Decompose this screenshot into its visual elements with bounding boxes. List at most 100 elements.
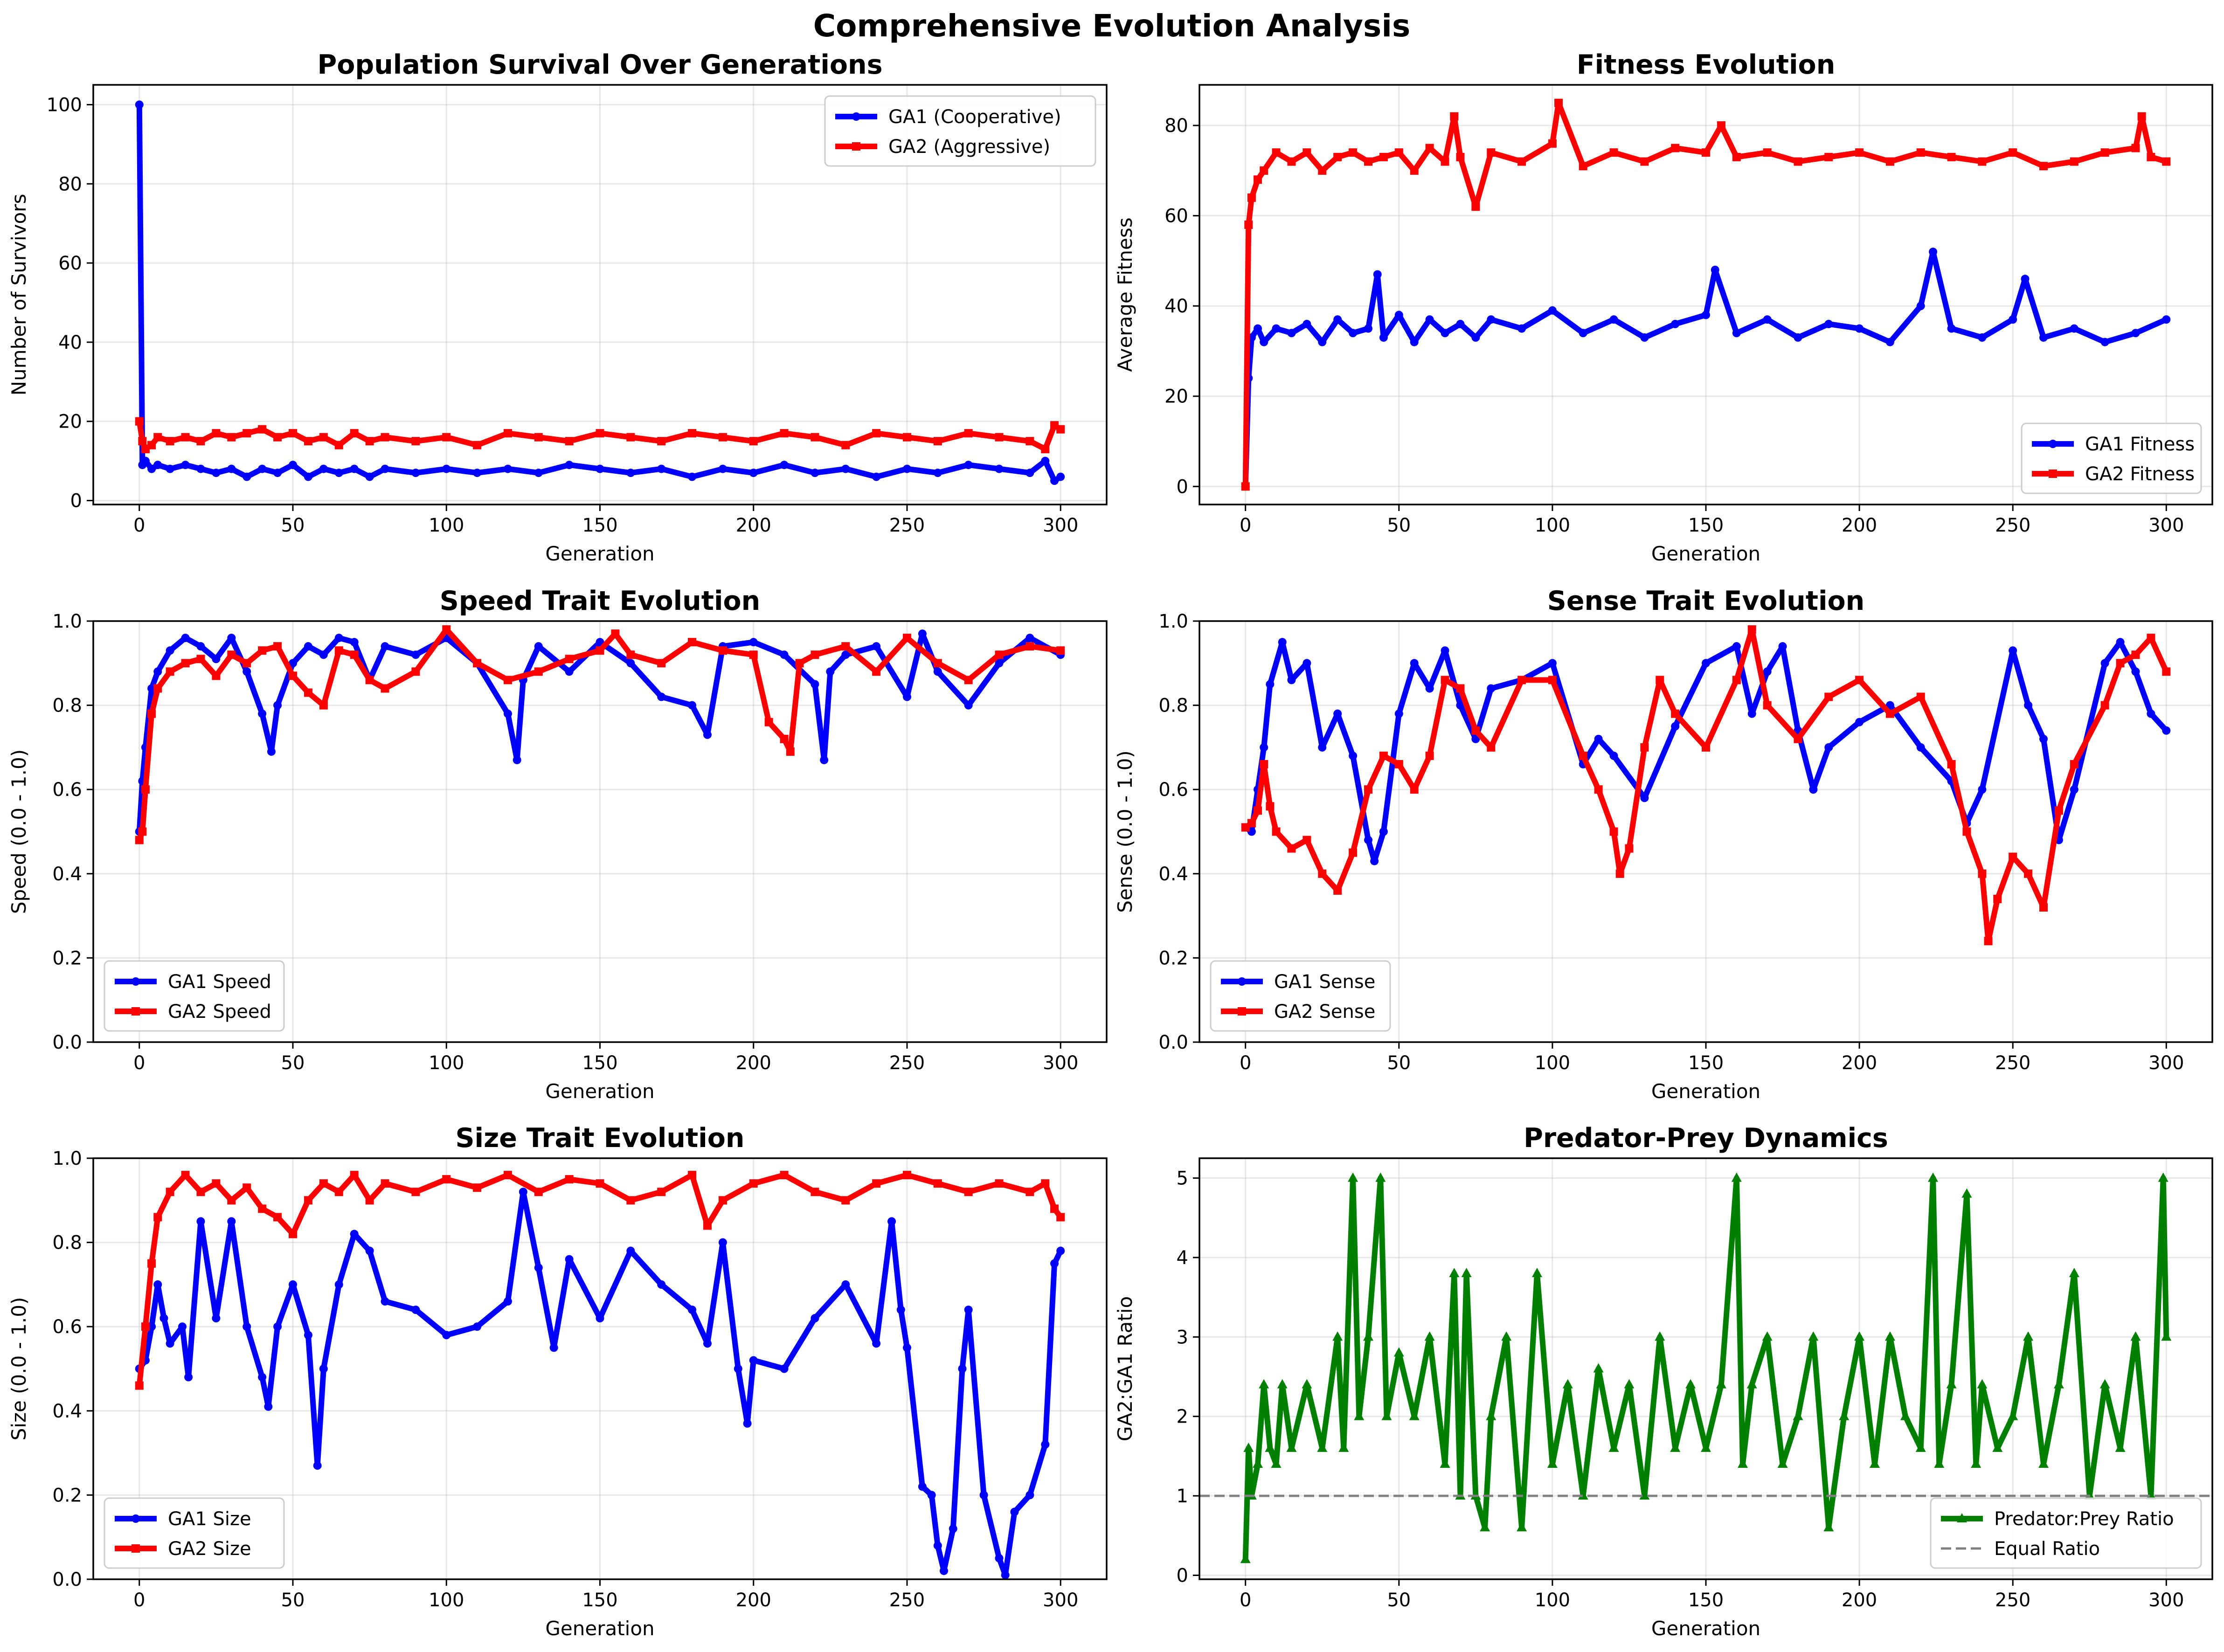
data-point (1259, 1379, 1269, 1389)
y-tick-label: 1.0 (52, 1148, 82, 1169)
data-point (1702, 743, 1710, 752)
data-point (147, 464, 156, 473)
data-point (872, 472, 881, 481)
data-point (503, 1171, 512, 1180)
data-point (1778, 642, 1787, 651)
data-point (1056, 425, 1065, 434)
x-tick-label: 0 (1240, 1590, 1251, 1611)
data-point (442, 1175, 451, 1184)
data-point (534, 667, 543, 676)
data-point (319, 701, 328, 710)
data-point (1579, 751, 1587, 760)
data-point (1640, 743, 1649, 752)
data-point (1794, 333, 1802, 342)
data-point (473, 659, 482, 668)
data-point (153, 461, 162, 470)
data-point (1379, 152, 1388, 161)
x-tick-label: 200 (736, 1590, 771, 1611)
data-point (626, 1246, 635, 1255)
data-point (1731, 1172, 1742, 1182)
legend-marker (132, 1007, 140, 1016)
data-point (1487, 743, 1496, 752)
x-tick-label: 100 (1535, 515, 1570, 536)
data-point (1425, 315, 1434, 324)
y-tick-label: 0 (1177, 1565, 1188, 1586)
data-point (473, 1322, 482, 1331)
plot-frame (1199, 620, 2213, 1043)
data-point (135, 100, 144, 109)
y-tick-label: 0.2 (52, 947, 82, 969)
data-point (212, 655, 221, 664)
y-tick-label: 0.4 (52, 1401, 82, 1422)
x-tick-label: 0 (1240, 1052, 1251, 1074)
data-point (1370, 857, 1379, 865)
data-point (1971, 1458, 1982, 1468)
data-point (927, 1491, 936, 1500)
legend-box (1930, 1497, 2202, 1569)
subplot-title: Speed Trait Evolution (440, 586, 761, 616)
data-point (1993, 894, 2002, 903)
data-point (2009, 148, 2017, 157)
data-point (1978, 157, 1987, 166)
data-point (626, 659, 635, 668)
data-point (181, 659, 190, 668)
data-point (1916, 302, 1925, 311)
data-point (1487, 315, 1496, 324)
x-tick-label: 100 (429, 1590, 464, 1611)
data-point (1915, 1442, 1926, 1452)
data-point (940, 1566, 949, 1575)
series-line-1 (1244, 639, 2169, 864)
data-point (1303, 836, 1311, 844)
data-point (1777, 1458, 1788, 1468)
data-point (1609, 315, 1618, 324)
y-tick-label: 0.6 (52, 1316, 82, 1338)
data-point (1671, 722, 1680, 731)
data-point (887, 1217, 896, 1226)
data-point (1449, 1268, 1460, 1278)
data-point (1302, 1379, 1312, 1389)
data-point (2131, 144, 2140, 152)
data-point (1425, 751, 1434, 760)
data-point (1671, 709, 1680, 718)
data-point (1839, 1410, 1850, 1420)
subplot-title: Population Survival Over Generations (317, 49, 882, 80)
data-point (1746, 1379, 1757, 1389)
legend: GA1 Sense GA2 Sense (1210, 960, 1391, 1032)
data-point (964, 429, 973, 438)
data-point (442, 433, 451, 442)
data-point (1424, 1331, 1435, 1341)
data-point (1824, 319, 1833, 328)
data-point (749, 1356, 758, 1365)
data-point (688, 472, 697, 481)
data-point (1354, 1410, 1365, 1420)
subplot-2: 0 50 100 150 200 250 300 0 20 40 60 80 Fitness Evolu… (1114, 49, 2213, 565)
x-tick-label: 100 (1535, 1590, 1570, 1611)
data-point (841, 441, 850, 449)
data-point (749, 437, 758, 446)
data-point (1763, 667, 1772, 676)
data-point (2100, 701, 2109, 710)
data-point (1702, 148, 1710, 157)
data-point (780, 461, 789, 470)
data-point (1410, 785, 1419, 794)
y-axis-label: GA2:GA1 Ratio (1114, 1296, 1136, 1441)
data-point (1763, 701, 1772, 710)
data-point (2147, 634, 2155, 643)
x-tick-label: 250 (889, 1052, 925, 1074)
x-tick-label: 100 (429, 1052, 464, 1074)
data-point (181, 461, 190, 470)
data-point (657, 692, 666, 701)
data-point (1332, 1331, 1343, 1341)
legend-marker (2049, 470, 2057, 478)
data-point (258, 1204, 267, 1213)
data-point (1671, 319, 1680, 328)
legend-marker (1238, 1007, 1246, 1016)
x-tick-label: 250 (1995, 515, 2030, 536)
data-point (1640, 333, 1649, 342)
data-point (1762, 1331, 1773, 1341)
data-point (1855, 148, 1864, 157)
data-point (178, 1322, 187, 1331)
data-point (1670, 1442, 1681, 1452)
data-point (902, 1171, 911, 1180)
subplot-6: 0 50 100 150 200 250 300 0 1 2 3 4 5 Predator-Prey Dy… (1114, 1123, 2213, 1640)
